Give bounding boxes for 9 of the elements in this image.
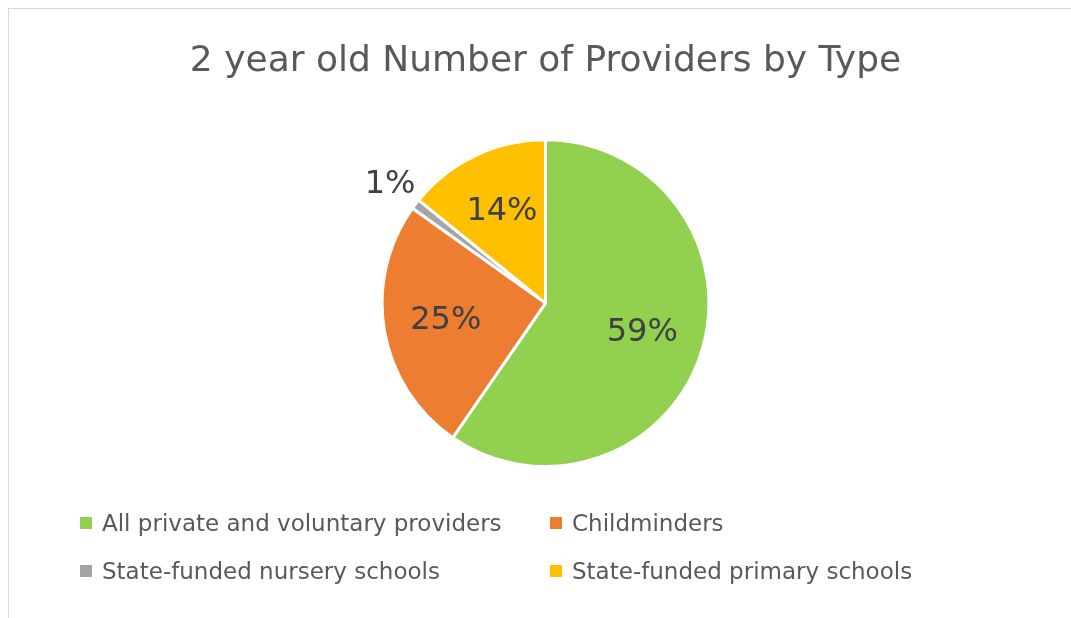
legend-label: Childminders [572,510,724,536]
data-label: 25% [410,299,482,337]
data-label: 14% [466,189,538,228]
legend-label: All private and voluntary providers [102,510,502,536]
legend-label: State-funded nursery schools [102,558,440,584]
chart-title: 2 year old Number of Providers by Type [189,37,902,79]
data-label: 59% [606,311,678,350]
legend-label: State-funded primary schools [572,558,913,584]
data-label: 1% [364,163,416,202]
